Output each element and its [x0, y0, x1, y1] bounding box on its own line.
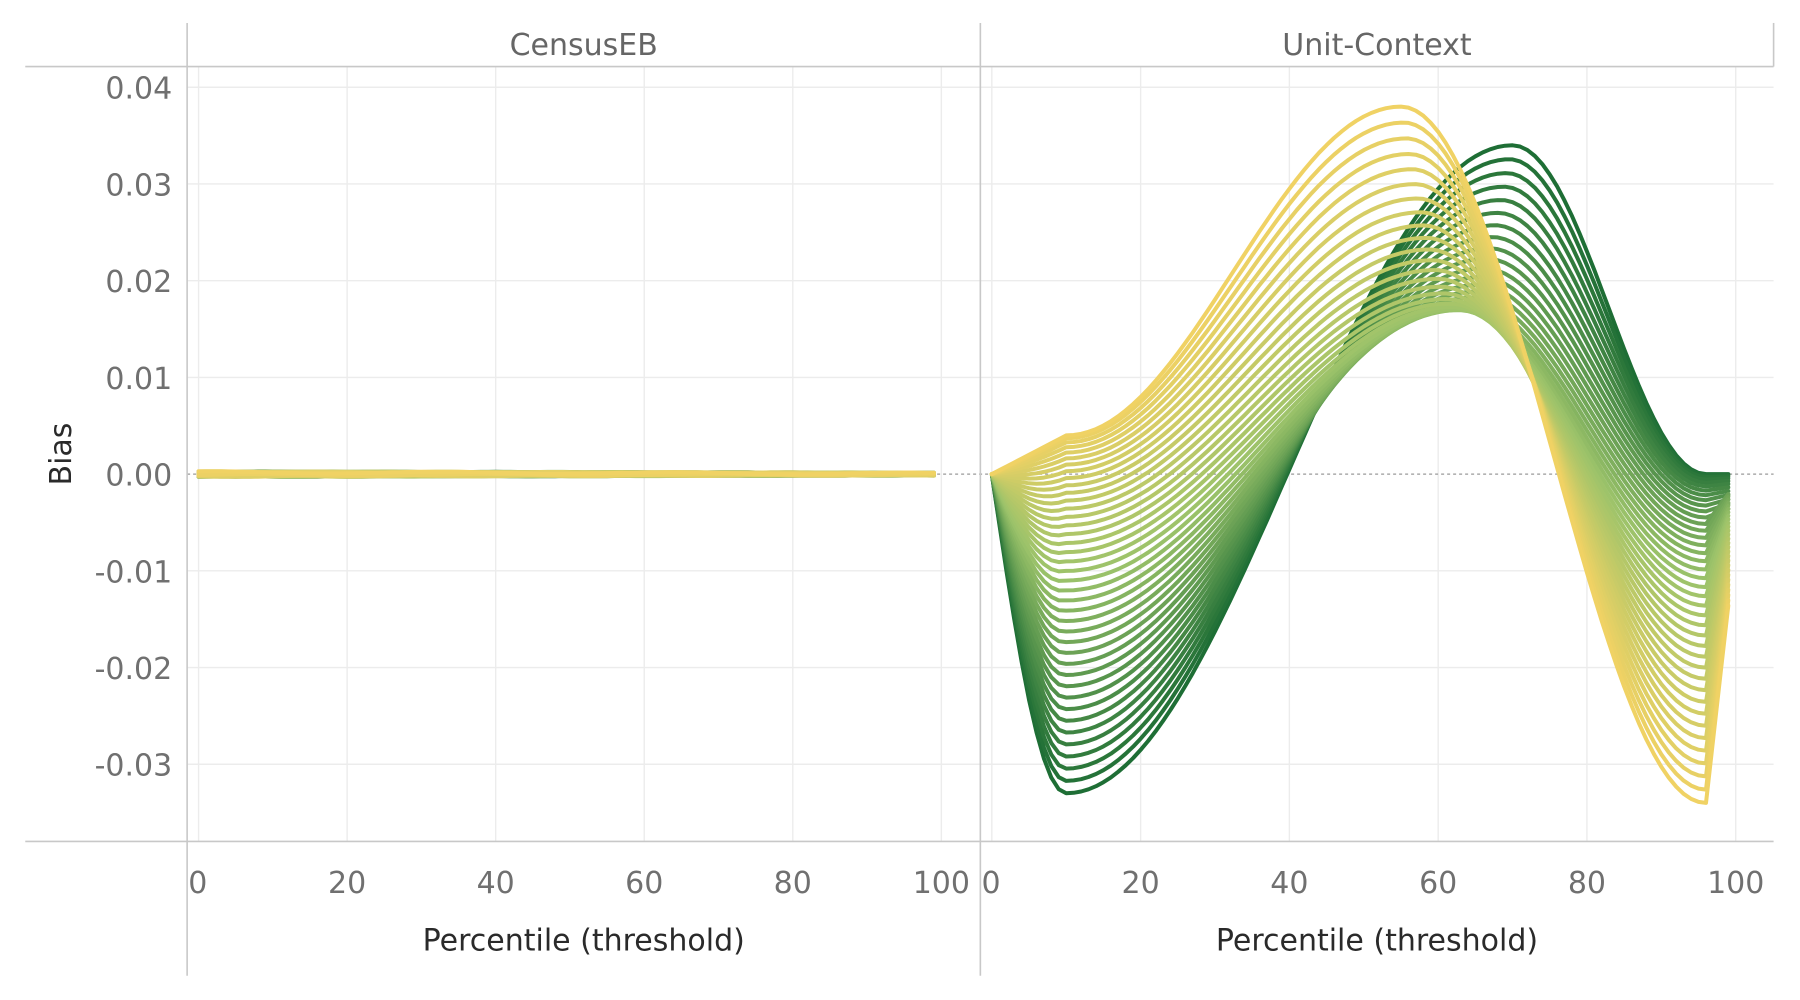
unit-context-series-line: [989, 297, 1731, 618]
unit-context-series-line: [989, 184, 1731, 759]
x-tick-label: 40: [1270, 866, 1308, 901]
y-tick-label: 0.00: [105, 459, 172, 494]
unit-context-series-line: [989, 307, 1731, 590]
y-tick-label: -0.03: [95, 749, 173, 784]
unit-context-series-line: [989, 136, 1731, 779]
y-axis-title: Bias: [44, 423, 79, 486]
unit-context-series-line: [989, 304, 1731, 599]
censuseb-series-line: [196, 469, 936, 477]
x-tick-label: 60: [1419, 866, 1457, 901]
y-tick-label: -0.02: [95, 652, 173, 687]
unit-context-series-line: [989, 276, 1731, 648]
x-tick-label: 40: [477, 866, 515, 901]
unit-context-series-line: [989, 104, 1731, 805]
y-tick-label: 0.01: [105, 362, 172, 397]
y-tick-label: 0.04: [105, 72, 172, 107]
unit-context-series-line: [989, 152, 1731, 766]
unit-context-series-line: [989, 182, 1731, 741]
x-tick-label: 100: [1707, 866, 1764, 901]
x-tick-label: 20: [328, 866, 366, 901]
unit-context-series-line: [989, 196, 1731, 728]
unit-context-series-line: [989, 291, 1731, 628]
unit-context-series-line: [989, 268, 1731, 659]
y-tick-label: 0.03: [105, 168, 172, 203]
unit-context-series-line: [989, 120, 1731, 792]
x-axis-title-censuseb: Percentile (threshold): [423, 924, 745, 959]
unit-context-series-line: [989, 258, 1731, 670]
panel-title-censuseb: CensusEB: [510, 28, 658, 63]
unit-context-series-line: [989, 223, 1731, 704]
unit-context-series-line: [989, 301, 1731, 608]
unit-context-series-line: [989, 235, 1731, 693]
x-tick-label: 100: [913, 866, 970, 901]
y-tick-label: -0.01: [95, 555, 173, 590]
y-tick-label: 0.02: [105, 265, 172, 300]
unit-context-series-line: [989, 284, 1731, 638]
unit-context-series-line: [989, 210, 1731, 716]
unit-context-series-line: [989, 247, 1731, 681]
x-tick-label: 20: [1122, 866, 1160, 901]
unit-context-series-line: [989, 167, 1731, 753]
x-tick-label: 80: [774, 866, 812, 901]
series-layer: [196, 104, 1731, 805]
panel-title-unit-context: Unit-Context: [1282, 28, 1472, 63]
frame-layer: [25, 22, 1775, 976]
x-tick-label: 0: [982, 866, 1001, 901]
x-tick-label: 80: [1568, 866, 1606, 901]
x-axis-title-unit-context: Percentile (threshold): [1216, 924, 1538, 959]
x-tick-label: 0: [188, 866, 207, 901]
unit-context-series-line: [989, 307, 1731, 593]
text-layer: CensusEB Unit-Context Percentile (thresh…: [44, 28, 1764, 958]
unit-context-series-line: [989, 308, 1731, 583]
x-tick-label: 60: [625, 866, 663, 901]
